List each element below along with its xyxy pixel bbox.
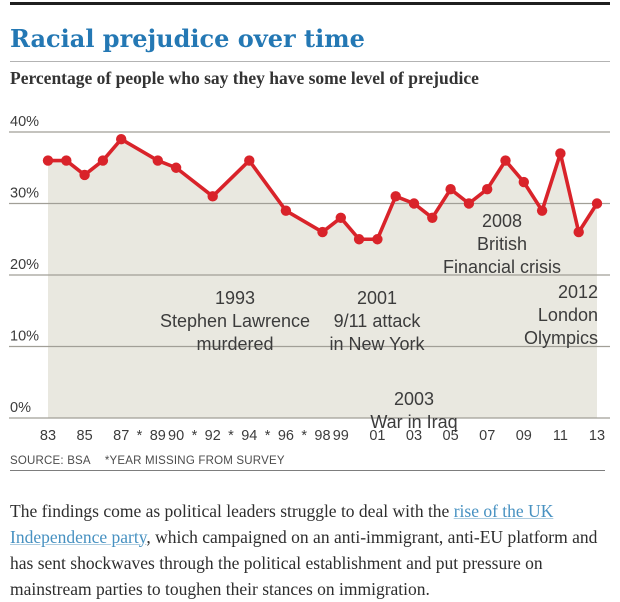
data-point-2007: [482, 184, 493, 195]
x-axis-label-1994: 94: [241, 428, 257, 444]
data-point-1986: [97, 155, 109, 166]
data-point-2013: [591, 198, 603, 209]
data-point-1987: [116, 133, 127, 145]
top-divider: [10, 2, 610, 5]
missing-year-note: *YEAR MISSING FROM SURVEY: [104, 455, 285, 467]
ukip-article-link[interactable]: rise of the UK Independence party: [10, 500, 554, 547]
data-point-2003: [408, 198, 420, 209]
x-axis-label-2005: 05: [443, 428, 459, 444]
data-point-1999: [335, 212, 346, 223]
x-axis-label-2013: 13: [589, 428, 605, 444]
data-point-2000: [353, 234, 365, 245]
x-axis-label-1993: *: [228, 428, 234, 444]
y-axis-label-10: 10%: [10, 329, 39, 345]
y-axis-label-30: 30%: [10, 186, 39, 202]
paragraph-text-before-link: The findings come as political leaders s…: [10, 500, 454, 521]
x-axis-label-2007: 07: [479, 428, 495, 444]
data-point-2005: [445, 184, 456, 195]
data-point-2011: [555, 148, 566, 159]
data-point-2001: [372, 234, 383, 245]
x-axis-label-1991: *: [192, 428, 198, 444]
source-row: SOURCE: BSA *YEAR MISSING FROM SURVEY: [10, 455, 610, 467]
data-point-1996: [280, 205, 292, 216]
x-axis-label-1983: 83: [40, 428, 56, 444]
x-axis-label-1996: 96: [278, 428, 294, 444]
data-point-1989: [152, 155, 163, 166]
data-point-2002: [390, 191, 401, 202]
x-axis-label-2003: 03: [406, 428, 422, 444]
data-point-2009: [518, 176, 529, 188]
data-point-1983: [42, 155, 54, 166]
data-point-1985: [79, 169, 90, 181]
x-axis-label-1995: *: [265, 428, 271, 444]
data-point-2008: [500, 155, 511, 166]
subtitle-divider: [10, 61, 610, 62]
data-point-1994: [244, 155, 255, 166]
x-axis-label-1997: *: [301, 428, 307, 444]
data-point-2004: [427, 212, 438, 223]
article-paragraph: The findings come as political leaders s…: [10, 498, 611, 602]
data-point-2006: [463, 198, 475, 209]
data-point-1992: [207, 191, 218, 202]
page-title: Racial prejudice over time: [10, 24, 365, 54]
data-point-1990: [170, 162, 182, 173]
data-point-2010: [536, 205, 548, 216]
x-axis-label-1989: 89: [150, 428, 166, 444]
data-point-1984: [61, 155, 72, 166]
y-axis-label-0: 0%: [10, 400, 31, 416]
x-axis-label-2011: 11: [553, 428, 568, 444]
data-point-2012: [573, 226, 584, 238]
chart-subtitle: Percentage of people who say they have s…: [10, 68, 479, 88]
x-axis-label-2009: 09: [516, 428, 532, 444]
x-axis-label-1988: *: [137, 428, 143, 444]
x-axis-label-1985: 85: [77, 428, 93, 444]
x-axis-label-2001: 01: [369, 428, 385, 444]
data-point-1998: [317, 226, 328, 238]
source-label: SOURCE: BSA: [10, 455, 91, 467]
x-axis-label-1998: 98: [314, 428, 330, 444]
y-axis-label-20: 20%: [10, 257, 39, 273]
area-fill: [48, 139, 597, 418]
prejudice-line-chart: 40% 30% 20% 10% 0% 83 85 87 * 89 90 * 92 * 94 * 96 * 98 99 0…: [0, 100, 620, 445]
x-axis-label-1992: 92: [205, 428, 221, 444]
x-axis-label-1999: 99: [333, 428, 349, 444]
x-axis-label-1990: 90: [168, 428, 184, 444]
chart-canvas: 40% 30% 20% 10% 0% 83 85 87 * 89 90 * 92 * 94 * 96 * 98 99 0…: [9, 114, 610, 444]
y-axis-label-40: 40%: [10, 114, 39, 130]
source-divider: [10, 470, 605, 471]
x-axis-label-1987: 87: [113, 428, 129, 444]
